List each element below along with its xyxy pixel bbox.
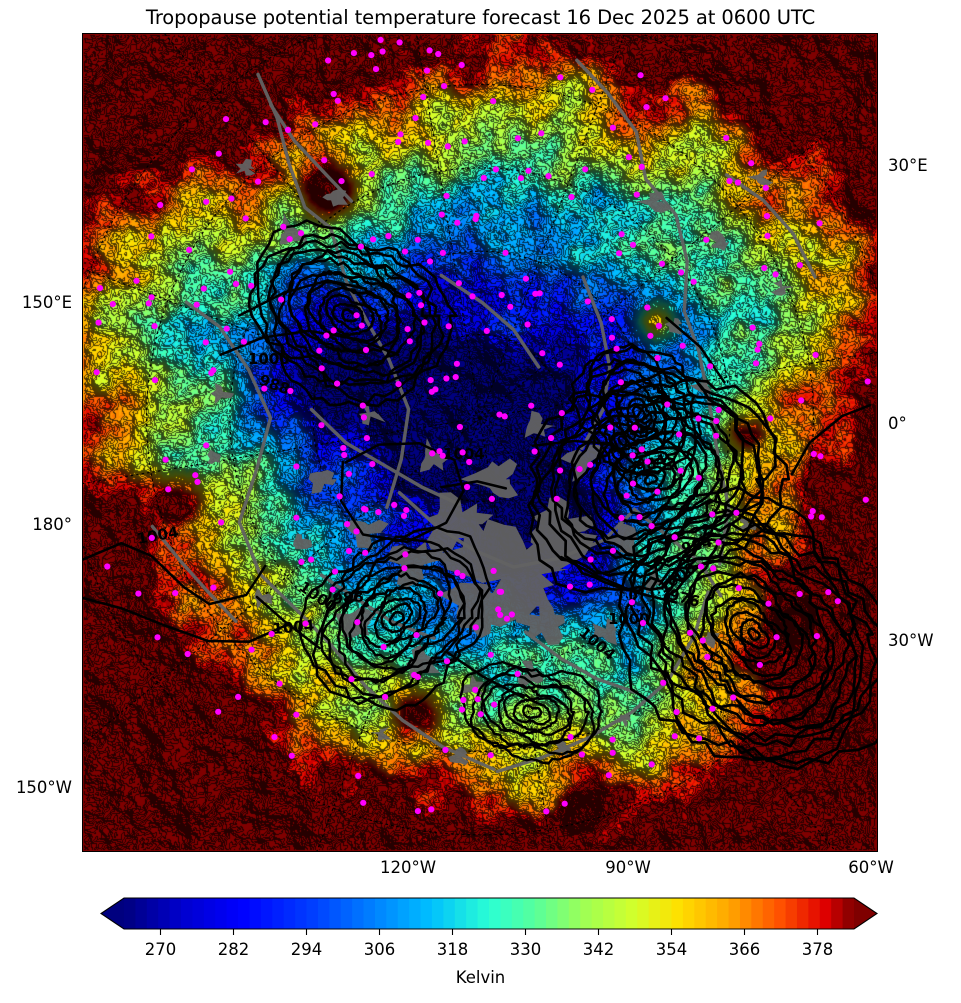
colorbar-tick-366: 366: [728, 940, 761, 959]
colorbar-tick-282: 282: [217, 940, 250, 959]
colorbar-tick-342: 342: [582, 940, 615, 959]
colorbar-tick-318: 318: [436, 940, 469, 959]
colorbar-tick-270: 270: [144, 940, 177, 959]
axis-tick-right-0: 30°E: [888, 156, 928, 175]
colorbar-gradient: [100, 897, 878, 935]
colorbar-tick-378: 378: [801, 940, 834, 959]
axis-tick-right-1: 0°: [888, 414, 907, 433]
colorbar-tick-294: 294: [290, 940, 323, 959]
map-plot-area[interactable]: 1004 1000 988 1004 1000 992 984 1000 988 1004 1000…: [82, 33, 878, 852]
axis-tick-bottom-0: 120°W: [379, 858, 437, 877]
axis-tick-left-1: 180°: [32, 515, 72, 534]
colorbar[interactable]: [100, 896, 878, 938]
page-title: Tropopause potential temperature forecas…: [145, 6, 816, 29]
axis-tick-bottom-1: 90°W: [605, 858, 651, 877]
colorbar-tick-306: 306: [363, 940, 396, 959]
axis-tick-left-0: 150°E: [21, 293, 72, 312]
colorbar-tick-354: 354: [655, 940, 688, 959]
colorbar-tick-330: 330: [509, 940, 542, 959]
temperature-field-raster: [83, 34, 877, 851]
axis-tick-bottom-2: 60°W: [848, 858, 894, 877]
colorbar-axis-label: Kelvin: [455, 968, 506, 987]
axis-tick-right-2: 30°W: [888, 631, 934, 650]
axis-tick-left-2: 150°W: [15, 778, 72, 797]
